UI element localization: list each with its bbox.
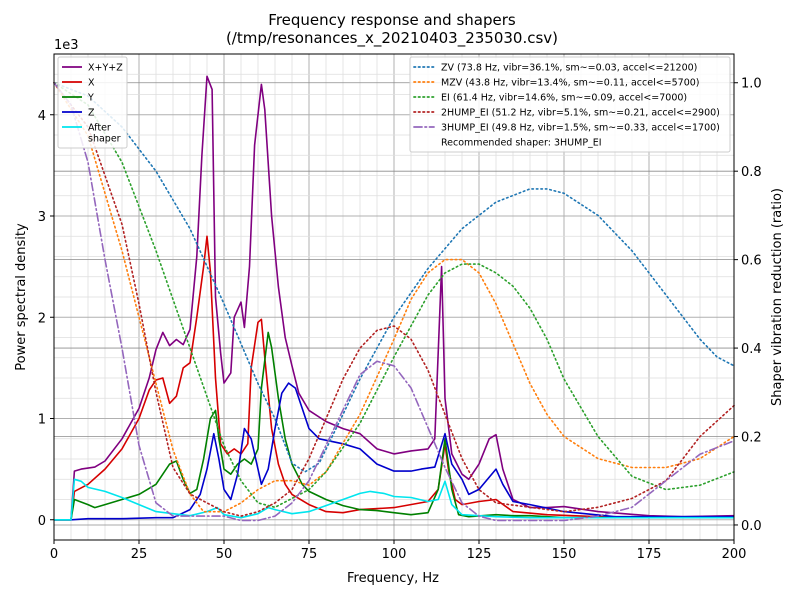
x-tick-label: 75 xyxy=(301,547,318,562)
shaper-legend-label-2hump-ei: 2HUMP_EI (51.2 Hz, vibr=5.1%, sm~=0.21, … xyxy=(441,108,720,119)
y-axis-label: Power spectral density xyxy=(14,223,29,371)
shaper-legend-label-zv: ZV (73.8 Hz, vibr=36.1%, sm~=0.03, accel… xyxy=(441,63,697,74)
x-tick-label: 200 xyxy=(722,547,747,562)
y2-tick-label: 0.6 xyxy=(741,254,762,269)
y-tick-label: 0 xyxy=(38,514,46,529)
shaper-line-3hump-ei xyxy=(53,81,735,522)
recommended-shaper-text: Recommended shaper: 3HUMP_EI xyxy=(441,138,602,149)
x-tick-label: 25 xyxy=(131,547,148,562)
chart-subtitle: (/tmp/resonances_x_20210403_235030.csv) xyxy=(226,29,558,48)
series-line-after-shaper xyxy=(54,478,734,521)
shaper-legend-label-mzv: MZV (43.8 Hz, vibr=13.4%, sm~=0.11, acce… xyxy=(441,78,700,89)
x-axis-label: Frequency, Hz xyxy=(347,571,439,586)
chart-title: Frequency response and shapers xyxy=(268,11,516,29)
psd-legend-box xyxy=(57,56,128,149)
shaper-legend-label-ei: EI (61.4 Hz, vibr=14.6%, sm~=0.09, accel… xyxy=(441,93,687,104)
shaper-line-mzv xyxy=(53,81,735,513)
y-tick-label: 2 xyxy=(38,311,46,326)
psd-legend: X+Y+Z XYZ After shaper xyxy=(57,56,128,149)
shaper-legend: ZV (73.8 Hz, vibr=36.1%, sm~=0.03, accel… xyxy=(409,56,731,153)
y-tick-label: 4 xyxy=(38,109,46,124)
legend-label-x-y-z: X+Y+Z xyxy=(88,63,123,74)
series-line-y xyxy=(54,331,734,521)
shaper-legend-box xyxy=(409,56,731,153)
x-tick-label: 0 xyxy=(50,547,58,562)
y2-tick-label: 0.8 xyxy=(741,165,762,180)
y2-tick-label: 0.4 xyxy=(741,342,762,357)
y2-tick-label: 0.0 xyxy=(741,519,762,534)
y-tick-label: 3 xyxy=(38,210,46,225)
x-tick-label: 100 xyxy=(382,547,407,562)
y-tick-label: 1 xyxy=(38,413,46,428)
legend-label-after-shaper: After shaper xyxy=(88,123,121,145)
y2-tick-label: 0.2 xyxy=(741,431,762,446)
axis-ticks: 0 25 50 75 100 125 150 175 200 0 1 2 3 4 0.0 0.2 0.4 0.6 0… xyxy=(38,77,762,562)
shaper-line-ei xyxy=(53,81,735,509)
x-tick-label: 150 xyxy=(552,547,577,562)
legend-label-z: Z xyxy=(88,108,95,119)
shaper-legend-label-3hump-ei: 3HUMP_EI (49.8 Hz, vibr=1.5%, sm~=0.33, … xyxy=(441,123,720,134)
y2-axis-label: Shaper vibration reduction (ratio) xyxy=(770,188,785,406)
legend-label-y: Y xyxy=(87,93,94,104)
x-tick-label: 125 xyxy=(467,547,492,562)
shaper-line-zv xyxy=(53,81,735,473)
y2-tick-label: 1.0 xyxy=(741,77,762,92)
shaper-series-group xyxy=(53,81,735,522)
series-line-z xyxy=(54,382,734,521)
series-line-x-y-z xyxy=(54,75,735,521)
y-axis-multiplier: 1e3 xyxy=(54,38,79,53)
x-tick-label: 50 xyxy=(216,547,233,562)
legend-label-x: X xyxy=(88,78,95,89)
x-tick-label: 175 xyxy=(637,547,662,562)
shaper-line-2hump-ei xyxy=(53,81,735,517)
